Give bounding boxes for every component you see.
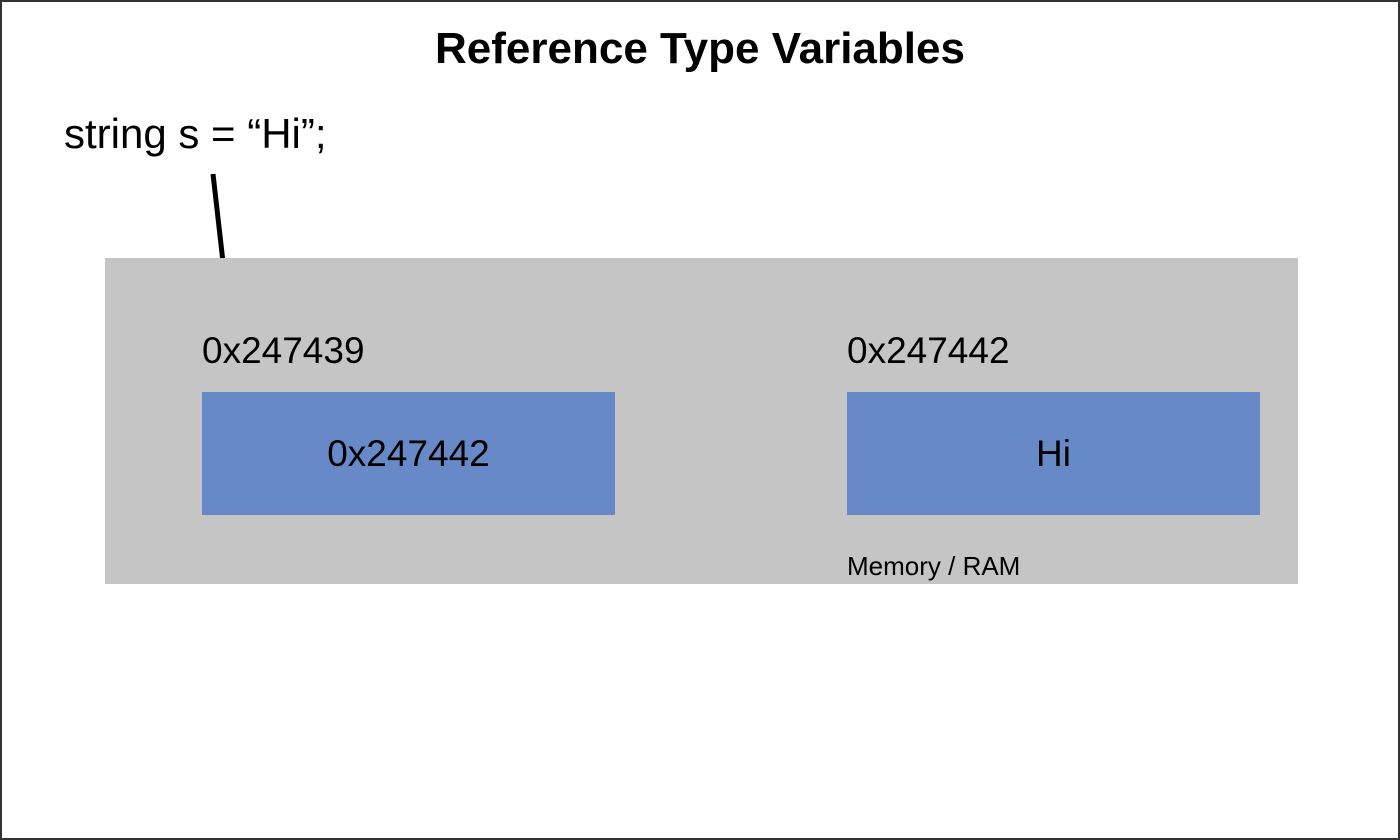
code-declaration: string s = “Hi”;	[64, 110, 327, 157]
memory-cell-variable: 0x247442	[202, 392, 615, 515]
memory-cell-value-string: Hi	[1036, 432, 1071, 474]
memory-cell-object: Hi	[847, 392, 1260, 515]
address-label-object: 0x247442	[847, 330, 1010, 371]
memory-ram-label: Memory / RAM	[847, 551, 1021, 581]
page-title: Reference Type Variables	[435, 24, 965, 73]
memory-ram-region: 0x247439 0x247442 0x247442 Hi Memory / R…	[105, 258, 1298, 584]
memory-cell-value-reference: 0x247442	[327, 432, 490, 474]
address-label-variable: 0x247439	[202, 330, 365, 371]
